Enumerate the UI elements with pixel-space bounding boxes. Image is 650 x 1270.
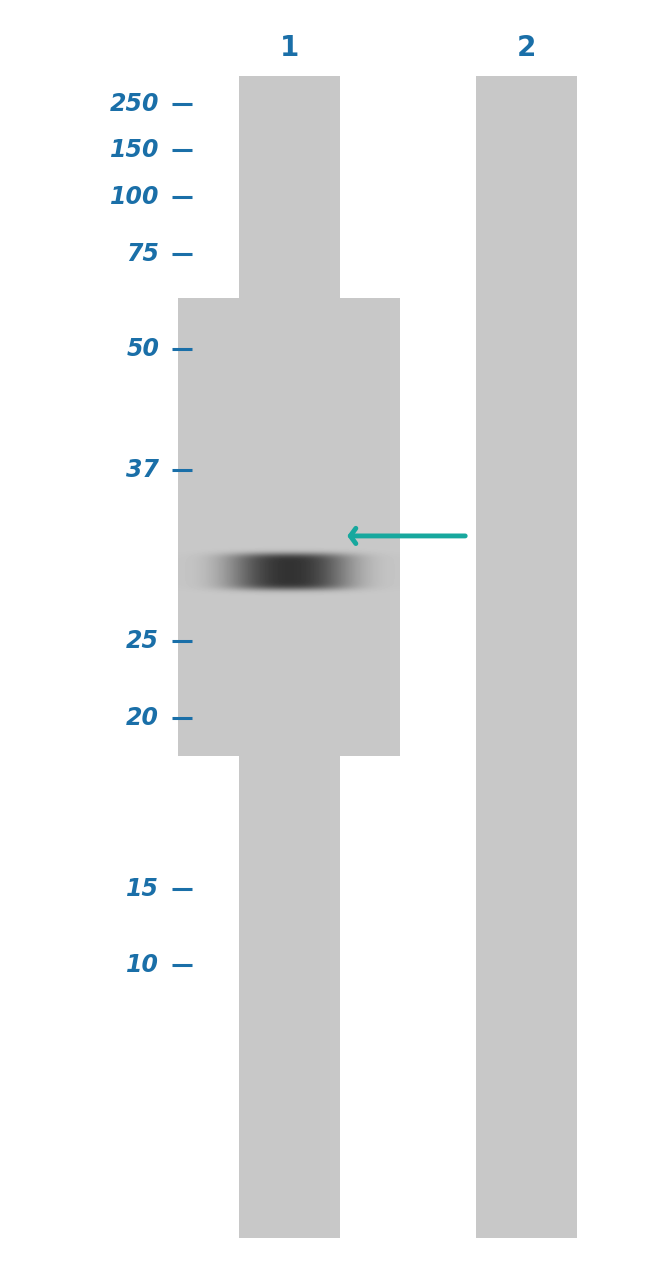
Text: 100: 100 bbox=[110, 185, 159, 208]
Bar bbox=[239, 76, 339, 1238]
Text: 150: 150 bbox=[110, 138, 159, 161]
Text: 1: 1 bbox=[280, 34, 299, 62]
Text: 37: 37 bbox=[126, 458, 159, 481]
Text: 2: 2 bbox=[517, 34, 536, 62]
Text: 250: 250 bbox=[110, 93, 159, 116]
Text: 75: 75 bbox=[126, 243, 159, 265]
Text: 25: 25 bbox=[126, 630, 159, 653]
Text: 20: 20 bbox=[126, 706, 159, 729]
Text: 50: 50 bbox=[126, 338, 159, 361]
Text: 15: 15 bbox=[126, 878, 159, 900]
Text: 10: 10 bbox=[126, 954, 159, 977]
Bar bbox=[476, 76, 577, 1238]
